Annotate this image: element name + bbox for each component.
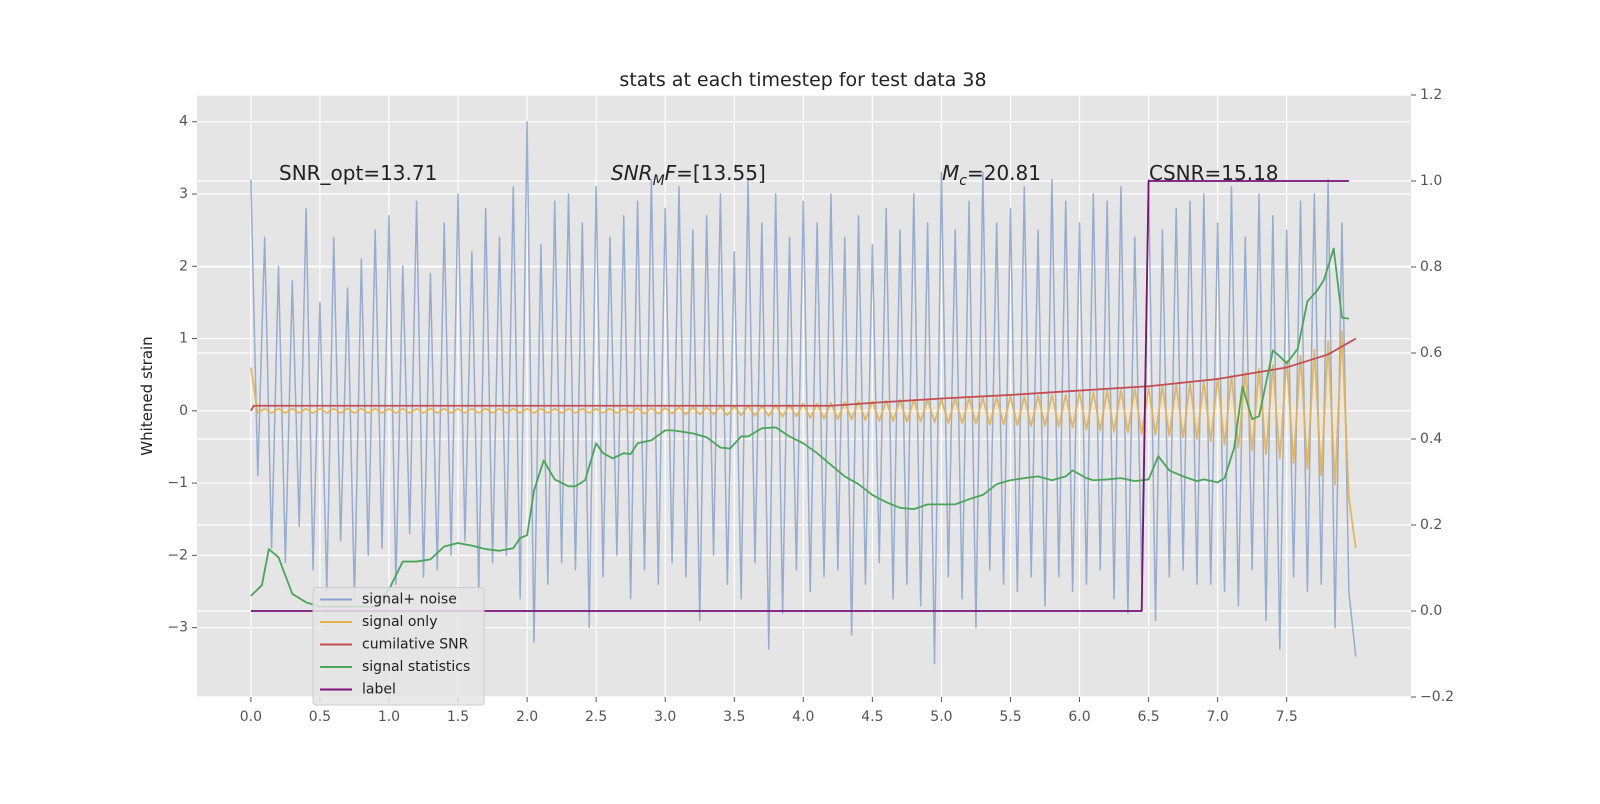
y-tick-label: −3	[167, 620, 188, 636]
series-line	[249, 330, 1357, 549]
x-tick-label: 5.0	[930, 709, 952, 725]
y2-tick-label: 0.8	[1420, 259, 1442, 275]
legend-label: cumilative SNR	[362, 637, 469, 653]
y2-tick-label: 0.4	[1420, 431, 1442, 447]
annotation: SNRMF=[13.55]	[611, 161, 766, 189]
y-tick-label: 4	[179, 114, 188, 130]
x-tick-label: 2.5	[585, 709, 607, 725]
y-tick-label: 3	[179, 186, 188, 202]
y-tick-label: −2	[167, 547, 188, 563]
y2-tick-label: 0.0	[1420, 603, 1442, 619]
series-line	[250, 247, 1349, 608]
annotation: SNR_opt=13.71	[279, 161, 437, 185]
x-tick-label: 1.5	[447, 709, 469, 725]
annotation-part: =[13.55]	[676, 161, 766, 185]
y-tick-label: 2	[179, 258, 188, 274]
x-tick-label: 5.5	[999, 709, 1021, 725]
x-tick-label: 6.5	[1137, 709, 1159, 725]
y-tick-label: −1	[167, 475, 188, 491]
x-tick-label: 1.0	[378, 709, 400, 725]
y-axis-label: Whitened strain	[138, 336, 156, 455]
legend-label: signal statistics	[362, 659, 470, 675]
legend-label: label	[362, 682, 396, 698]
annotation-part: M	[942, 161, 959, 185]
legend-label: signal+ noise	[362, 592, 457, 608]
x-tick-label: 3.5	[723, 709, 745, 725]
annotation-part: F	[665, 161, 677, 185]
annotation-part: =20.81	[967, 161, 1041, 185]
y2-tick-label: 1.2	[1420, 87, 1442, 103]
x-tick-label: 0.0	[240, 709, 262, 725]
legend: signal+ noise signal only cumilative SNR si…	[312, 587, 485, 706]
series-line	[250, 337, 1357, 412]
legend-box	[312, 587, 485, 706]
x-tick-label: 2.0	[516, 709, 538, 725]
chart-title: stats at each timestep for test data 38	[619, 69, 986, 91]
annotation: Mc=20.81	[942, 161, 1041, 189]
x-tick-label: 4.5	[861, 709, 883, 725]
x-tick-label: 0.5	[309, 709, 331, 725]
annotation-part: c	[959, 173, 967, 189]
y2-tick-label: 0.2	[1420, 517, 1442, 533]
y-tick-label: 0	[179, 403, 188, 419]
x-tick-label: 7.5	[1276, 709, 1298, 725]
x-tick-label: 4.0	[792, 709, 814, 725]
x-tick-label: 6.0	[1068, 709, 1090, 725]
y-tick-label: 1	[179, 331, 188, 347]
axes: 0.0 0.5 1.0 1.5 2.0 2.5 3.0 3.5 4.0 4.5 5.0 5.5 6.0 6…	[167, 87, 1454, 725]
annotation-part: SNR	[611, 161, 653, 185]
y2-tick-label: 1.0	[1420, 173, 1442, 189]
x-tick-label: 3.0	[654, 709, 676, 725]
y2-tick-label: 0.6	[1420, 345, 1442, 361]
marks	[249, 120, 1357, 665]
series-line	[250, 180, 1349, 612]
annotation: CSNR=15.18	[1149, 161, 1279, 185]
x-tick-label: 7.0	[1207, 709, 1229, 725]
annotation-part: M	[653, 173, 665, 189]
series-line	[250, 120, 1357, 665]
legend-label: signal only	[362, 614, 437, 630]
y2-tick-label: −0.2	[1420, 689, 1454, 705]
